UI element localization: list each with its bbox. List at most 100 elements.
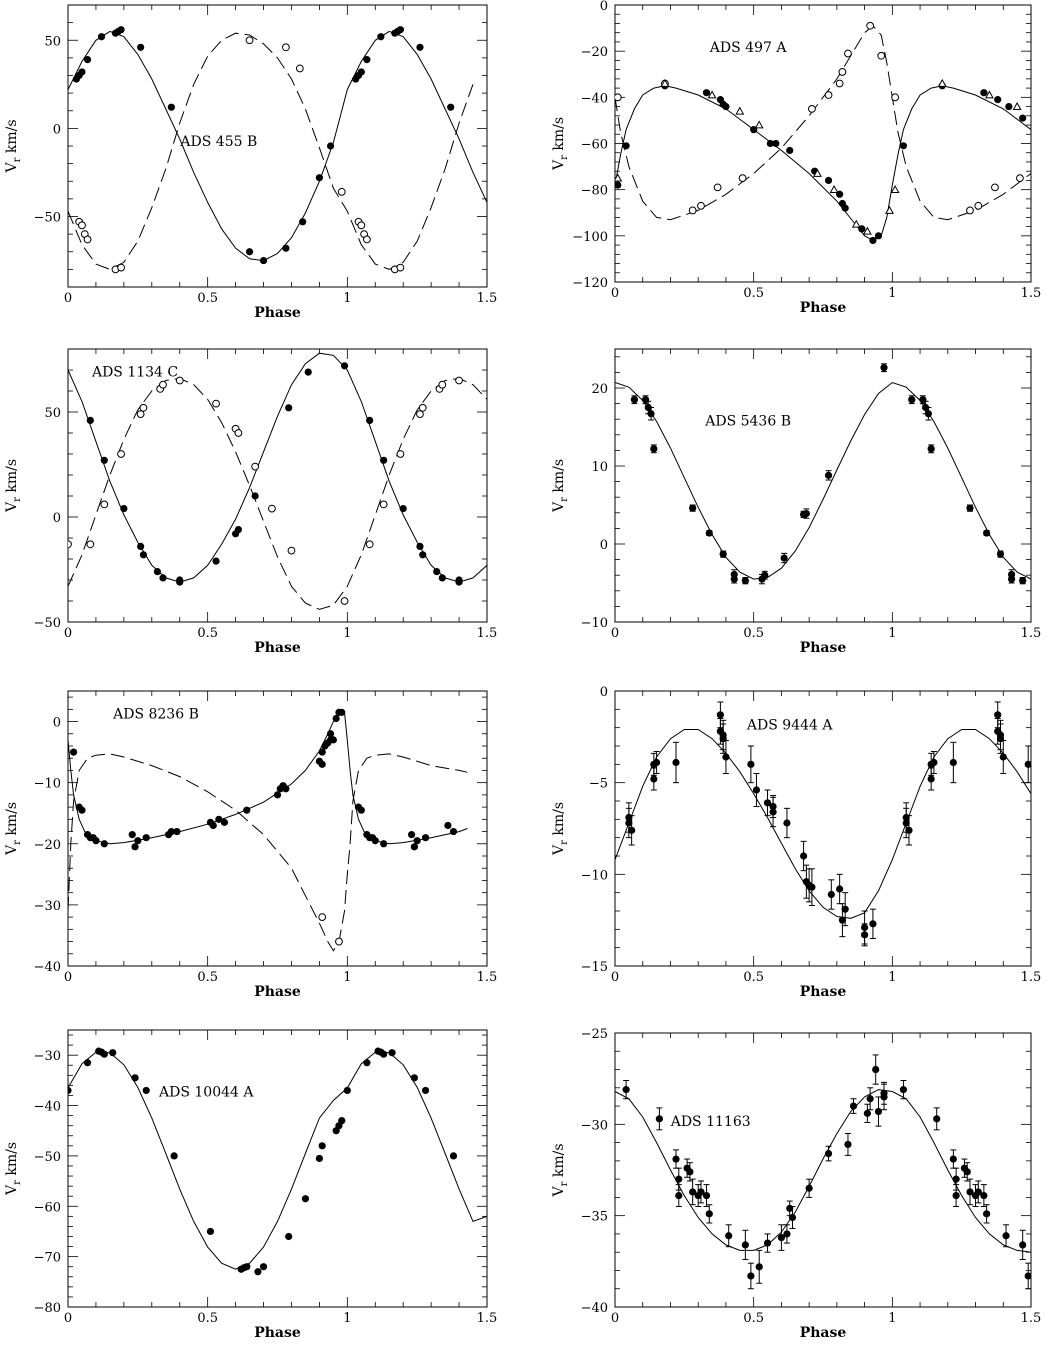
chart-title: ADS 5436 B: [704, 413, 791, 429]
y-tick-label: 0: [600, 538, 608, 553]
data-point: [741, 1241, 749, 1249]
data-point: [722, 753, 730, 761]
data-point-triangle: [937, 78, 947, 87]
data-point: [769, 808, 777, 816]
data-point: [902, 819, 910, 827]
data-point-secondary: [295, 64, 304, 73]
data-point: [653, 758, 661, 767]
data-point-secondary: [844, 49, 852, 58]
data-point-primary: [176, 578, 184, 586]
x-tick-label: 1.5: [1021, 286, 1042, 301]
data-point-secondary: [318, 913, 327, 922]
y-tick-label: −50: [34, 616, 61, 631]
y-axis-label-unit: km/s: [551, 1143, 567, 1181]
y-axis-label-v: V: [551, 844, 567, 856]
data-point: [996, 550, 1005, 558]
data-point: [861, 931, 869, 939]
x-axis-label: Phase: [254, 1325, 301, 1341]
data-point-primary: [117, 26, 125, 34]
y-axis-label-sub: r: [12, 840, 23, 845]
data-point-primary: [332, 714, 340, 723]
y-axis-label-unit: km/s: [551, 117, 567, 155]
data-point-primary: [455, 578, 463, 586]
y-axis-label-unit: km/s: [4, 459, 20, 497]
y-axis-label-v: V: [551, 501, 567, 513]
data-point-primary: [167, 827, 175, 836]
data-point: [1024, 760, 1031, 768]
data-point-primary: [153, 568, 161, 576]
x-tick-label: 1: [888, 970, 896, 985]
data-point-secondary: [438, 380, 447, 389]
plot-frame: [67, 1029, 488, 1308]
y-axis-label: Vr km/s: [551, 1143, 570, 1197]
y-axis-label-sub: r: [12, 157, 23, 162]
data-point: [672, 1155, 680, 1163]
panel-5: 0 0.5 1 1.5 −40 −30 −20 −10 0 Phase Vr km/s ADS 823…: [4, 690, 497, 1000]
data-point-secondary: [245, 36, 254, 45]
data-point-primary: [285, 1232, 293, 1241]
x-tick-label: 1: [343, 626, 351, 641]
data-point: [880, 364, 888, 372]
data-point-primary: [1019, 114, 1027, 122]
data-point: [1019, 577, 1027, 585]
data-point-primary: [766, 139, 774, 148]
data-point-primary: [301, 1195, 310, 1203]
data-point: [908, 396, 916, 404]
y-axis-label: Vr km/s: [4, 1142, 23, 1196]
data-point: [838, 916, 847, 924]
panel-6: 0 0.5 1 1.5 −15 −10 −5 0 Phase Vr km/s ADS 9444 A: [551, 685, 1041, 1000]
data-point-primary: [340, 362, 349, 370]
x-tick-label: 0.5: [743, 1311, 764, 1326]
y-tick-label: −60: [34, 1200, 61, 1215]
data-point-secondary: [396, 263, 405, 272]
data-point-secondary: [287, 546, 296, 555]
data-point-secondary: [362, 235, 371, 244]
data-point: [930, 758, 938, 767]
data-point: [761, 571, 769, 579]
data-point: [763, 1239, 772, 1247]
data-point: [805, 1184, 813, 1192]
data-point: [650, 775, 658, 783]
data-point-primary: [980, 89, 988, 97]
x-tick-label: 0: [64, 626, 72, 641]
data-point-primary: [421, 834, 430, 842]
primary-orbit-curve: [68, 352, 487, 583]
data-point-primary: [139, 551, 148, 559]
primary-orbit-curve: [615, 1089, 1031, 1253]
data-point: [980, 1191, 988, 1200]
y-axis-label: Vr km/s: [551, 802, 570, 856]
data-point-secondary: [615, 93, 622, 102]
data-point-secondary: [835, 79, 844, 88]
data-point: [966, 504, 974, 512]
chart-title: ADS 8236 B: [112, 707, 199, 723]
data-point-primary: [245, 248, 254, 256]
chart-title: ADS 10044 A: [158, 1084, 254, 1100]
data-point-primary: [421, 1086, 430, 1095]
data-point: [1002, 1232, 1010, 1240]
data-point-primary: [137, 43, 145, 51]
data-point: [872, 1065, 880, 1074]
data-point-primary: [131, 843, 139, 851]
data-point-triangle: [754, 120, 764, 129]
data-point-secondary: [117, 263, 125, 272]
y-tick-label: −15: [581, 960, 608, 975]
y-tick-label: 0: [600, 0, 608, 14]
y-tick-label: −50: [34, 211, 61, 226]
data-point-primary: [449, 1152, 458, 1160]
data-point-primary: [315, 174, 323, 182]
secondary-orbit-curve: [68, 753, 468, 952]
data-point-triangle: [829, 185, 839, 194]
y-axis-label-unit: km/s: [551, 459, 567, 497]
data-point-primary: [131, 1074, 139, 1082]
data-point: [949, 758, 957, 767]
data-point-primary: [243, 1263, 251, 1271]
data-point: [702, 1191, 711, 1200]
data-point-primary: [137, 542, 145, 551]
x-axis-label: Phase: [800, 300, 847, 316]
y-tick-label: 0: [53, 511, 61, 526]
data-point-primary: [234, 526, 242, 534]
data-point-secondary: [337, 187, 346, 196]
data-point-secondary: [1016, 174, 1024, 183]
chart-title: ADS 11163: [670, 1114, 751, 1130]
data-point-secondary: [455, 376, 463, 385]
